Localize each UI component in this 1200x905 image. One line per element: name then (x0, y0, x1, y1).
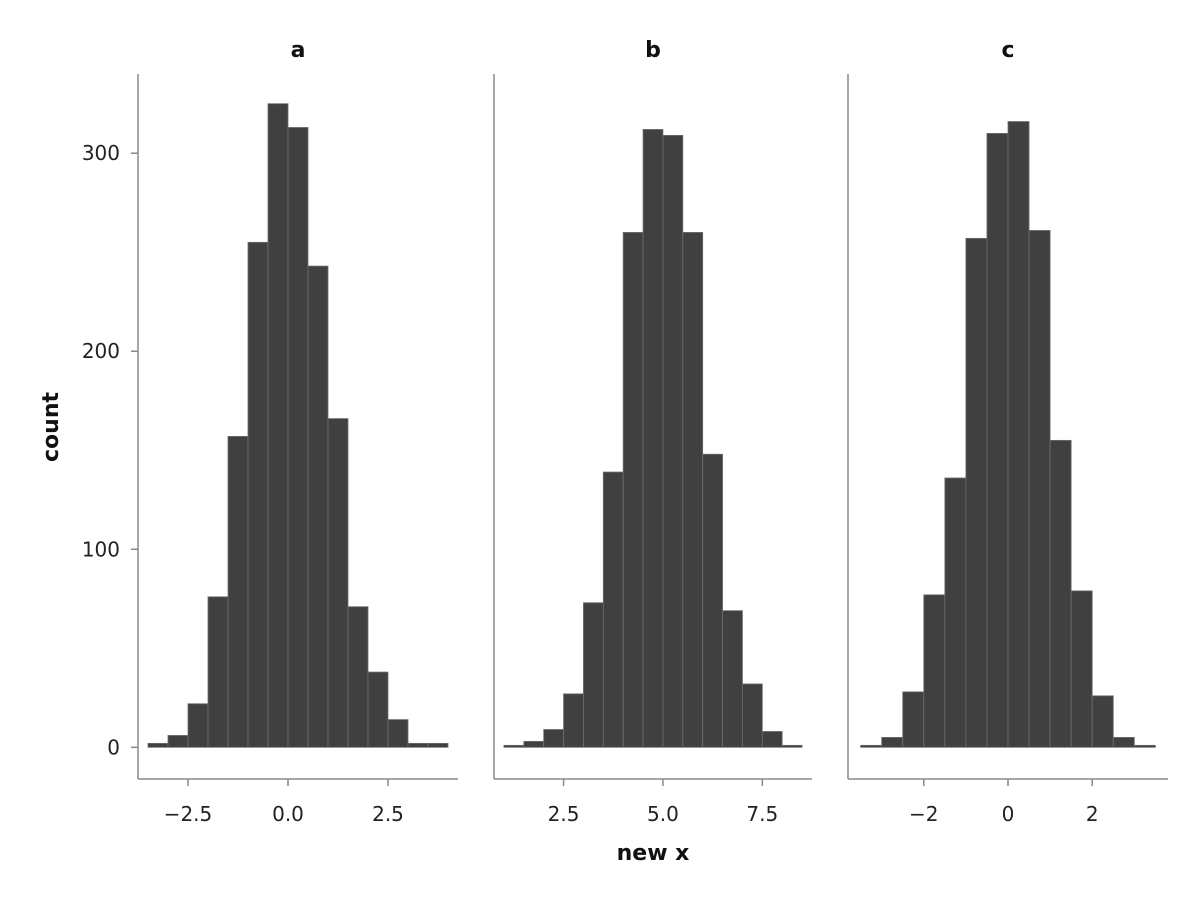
histogram-bar (781, 744, 803, 748)
facet-panel-b: b 2.5 5.0 7.5 (493, 38, 812, 826)
histogram-bar (523, 740, 545, 748)
histogram-bar (642, 129, 664, 748)
x-tick-label: −2.5 (164, 802, 213, 826)
histogram-bar (965, 237, 988, 748)
y-tick-label: 100 (82, 537, 120, 561)
facet-panel-a: a −2.5 0.0 2.5 0 100 200 300 (82, 38, 458, 826)
x-tick-label: 2 (1086, 802, 1099, 826)
histogram-bar (207, 596, 229, 748)
histogram-bar (1007, 121, 1030, 748)
x-tick-label: 0 (1002, 802, 1015, 826)
facet-title-c: c (1001, 38, 1014, 63)
histogram-bar (1028, 230, 1051, 748)
histogram-bar (742, 683, 763, 748)
histogram-bar (387, 719, 409, 748)
y-axis-title: count (39, 392, 64, 462)
x-tick-label: −2 (909, 802, 938, 826)
histogram-bar (860, 744, 883, 748)
x-tick-label: 2.5 (372, 802, 404, 826)
histogram-bar (187, 703, 209, 748)
x-tick-label: 2.5 (548, 802, 580, 826)
histogram-bar (602, 471, 624, 748)
histogram-bar (147, 742, 169, 748)
histogram-bar (1133, 744, 1156, 748)
x-tick-label: 7.5 (746, 802, 778, 826)
histogram-bar (287, 127, 309, 748)
histogram-bar (267, 103, 289, 748)
histogram-bar (944, 477, 967, 748)
histogram-bar (682, 232, 704, 748)
histogram-bar (986, 133, 1009, 748)
histogram-bar (662, 134, 684, 748)
x-tick-label: 0.0 (272, 802, 304, 826)
histogram-bar (902, 691, 925, 748)
histogram-bar (227, 436, 249, 748)
y-tick-label: 300 (82, 141, 120, 165)
facet-panel-c: c −2 0 2 (847, 38, 1168, 826)
histogram-bar (923, 594, 946, 748)
y-tick-label: 200 (82, 339, 120, 363)
x-tick-label: 5.0 (647, 802, 679, 826)
histogram-bar (722, 610, 743, 748)
histogram-bar (702, 453, 723, 748)
histogram-bar (543, 729, 564, 748)
histogram-bar (1049, 439, 1072, 748)
histogram-bar (881, 737, 904, 748)
facets-layer: a −2.5 0.0 2.5 0 100 200 300 b 2.5 5.0 7.5 c −2 0 2 (82, 38, 1168, 826)
histogram-bar (761, 731, 783, 748)
x-axis-title: new x (617, 841, 690, 866)
histogram-bar (327, 418, 349, 748)
histogram-bar (367, 671, 389, 748)
histogram-bar (167, 735, 189, 748)
histogram-bar (407, 742, 429, 748)
facet-title-b: b (645, 38, 661, 63)
histogram-bar (583, 602, 604, 748)
y-tick-label: 0 (107, 735, 120, 759)
facet-title-a: a (291, 38, 306, 63)
histogram-bar (307, 265, 329, 748)
histogram-bar (1112, 737, 1135, 748)
histogram-bar (563, 693, 584, 748)
histogram-bar (427, 742, 449, 748)
histogram-bar (503, 744, 525, 748)
histogram-bar (347, 606, 369, 748)
histogram-bar (247, 241, 269, 748)
histogram-bar (1070, 590, 1093, 748)
histogram-bar (1091, 695, 1114, 748)
histogram-bar (622, 232, 644, 748)
